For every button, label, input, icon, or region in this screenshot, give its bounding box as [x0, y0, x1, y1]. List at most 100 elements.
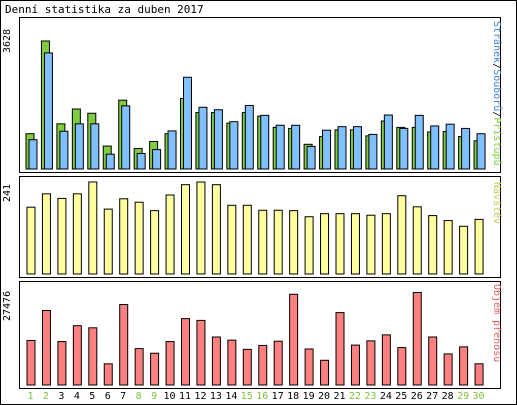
hits-files-plot: [25, 40, 486, 170]
visits-plot: [26, 181, 484, 275]
bar-visits: [366, 214, 376, 275]
bar-visits: [350, 213, 360, 275]
bar-files: [167, 130, 177, 170]
bar-kbytes: [273, 340, 283, 386]
bar-kbytes: [258, 344, 268, 386]
bar-files: [337, 126, 347, 170]
bar-files: [260, 114, 270, 170]
day-label: 5: [89, 391, 95, 402]
bar-files: [90, 123, 100, 170]
bar-visits: [335, 213, 345, 275]
bar-visits: [242, 204, 252, 275]
bar-kbytes: [103, 363, 113, 386]
bar-files: [244, 104, 254, 170]
bar-visits: [181, 184, 190, 275]
bar-kbytes: [88, 327, 98, 386]
day-label: 16: [256, 391, 268, 402]
bar-files: [229, 121, 239, 170]
day-label: 2: [43, 391, 49, 402]
day-label: 24: [380, 391, 392, 402]
bar-kbytes: [350, 344, 360, 386]
day-label: 14: [225, 391, 237, 402]
bar-kbytes: [165, 341, 175, 386]
bar-visits: [227, 204, 237, 275]
bar-files: [476, 133, 486, 170]
bar-kbytes: [474, 363, 484, 386]
bar-visits: [289, 210, 299, 275]
bar-visits: [196, 181, 206, 275]
bar-visits: [428, 215, 438, 275]
bar-files: [445, 123, 455, 170]
day-label: 22: [349, 391, 361, 402]
legend-hits-files: Stránek/Souborů/Přístupů: [491, 21, 502, 166]
ymax-visits: 241: [2, 183, 13, 202]
day-label: 12: [194, 391, 206, 402]
bar-visits: [474, 218, 484, 275]
day-label: 6: [105, 391, 111, 402]
bar-visits: [41, 193, 51, 275]
day-label: 1: [27, 391, 33, 402]
day-label: 18: [287, 391, 299, 402]
legend-hits: Přístupů: [491, 117, 502, 166]
bar-visits: [459, 225, 469, 275]
bar-kbytes: [443, 353, 453, 386]
day-axis: 1 2 3 4 5 6 7 8 9 10 11 12 13 14 15 16 17 18 19 20 21 22 23 24 2…: [27, 391, 484, 402]
bar-files: [28, 139, 38, 170]
bar-files: [322, 129, 332, 170]
day-label: 15: [241, 391, 253, 402]
day-label: 17: [272, 391, 284, 402]
day-label: 27: [426, 391, 438, 402]
bar-kbytes: [181, 318, 190, 386]
bar-visits: [258, 209, 268, 275]
bar-files: [414, 114, 424, 170]
panel-hits-files: [19, 17, 501, 173]
bar-kbytes: [304, 348, 314, 386]
bar-files: [136, 152, 146, 170]
bar-visits: [72, 193, 82, 275]
bar-visits: [150, 210, 160, 275]
bar-kbytes: [366, 340, 376, 386]
bar-visits: [211, 184, 221, 275]
bar-files: [59, 130, 69, 170]
panel-visits: [19, 176, 501, 278]
bar-kbytes: [211, 336, 221, 386]
page-title: Denní statistika za duben 2017: [5, 3, 204, 16]
day-label: 7: [120, 391, 126, 402]
bar-files: [306, 145, 316, 170]
bar-visits: [57, 197, 67, 275]
bar-files: [461, 127, 471, 170]
bar-kbytes: [320, 359, 330, 386]
ymax-hits-files: 3628: [2, 28, 13, 53]
bar-kbytes: [428, 336, 438, 386]
bar-kbytes: [381, 334, 391, 386]
bar-visits: [134, 201, 144, 275]
bar-files: [383, 114, 393, 170]
legend-visits-files: Souborů: [491, 69, 502, 112]
ymax-kbytes: 27476: [2, 290, 13, 321]
day-label: 13: [210, 391, 222, 402]
bar-visits: [103, 208, 113, 275]
day-label: 21: [333, 391, 345, 402]
bar-visits: [381, 213, 391, 275]
kbytes-plot: [26, 292, 484, 386]
bar-kbytes: [72, 325, 82, 386]
bar-visits: [412, 206, 422, 275]
day-label: 8: [136, 391, 142, 402]
bar-kbytes: [26, 340, 36, 386]
day-label: 10: [164, 391, 176, 402]
bar-visits: [119, 198, 129, 275]
day-label: 9: [151, 391, 157, 402]
day-label: 23: [364, 391, 376, 402]
bar-files: [275, 124, 285, 170]
bar-visits: [304, 216, 314, 275]
bar-visits: [443, 220, 453, 275]
bar-kbytes: [242, 348, 252, 386]
bar-files: [368, 133, 378, 170]
bar-files: [121, 105, 131, 170]
day-label: 20: [318, 391, 330, 402]
day-label: 25: [395, 391, 407, 402]
bar-files: [43, 52, 53, 170]
day-label: 3: [58, 391, 64, 402]
bar-kbytes: [41, 310, 51, 386]
bar-kbytes: [134, 348, 144, 386]
